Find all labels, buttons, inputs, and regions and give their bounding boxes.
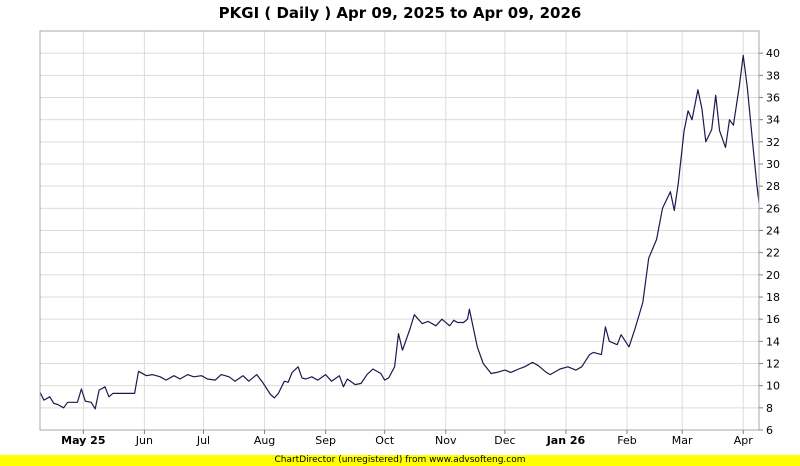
y-tick-label: 8 — [766, 402, 773, 415]
y-tick-label: 36 — [766, 92, 780, 105]
footer-bar — [0, 455, 800, 466]
x-tick-label: Apr — [734, 434, 754, 447]
y-tick-label: 26 — [766, 202, 780, 215]
x-tick-label: Feb — [617, 434, 636, 447]
y-tick-label: 24 — [766, 225, 780, 238]
y-tick-label: 16 — [766, 313, 780, 326]
grid-lines — [40, 31, 759, 431]
x-tick-label: Jun — [135, 434, 153, 447]
y-tick-label: 20 — [766, 269, 780, 282]
x-tick-label: Dec — [494, 434, 515, 447]
x-tick-label: Sep — [315, 434, 336, 447]
x-tick-label: Jan 26 — [546, 434, 586, 447]
y-tick-label: 30 — [766, 158, 780, 171]
y-tick-label: 32 — [766, 136, 780, 149]
x-tick-label: Mar — [672, 434, 693, 447]
y-tick-label: 18 — [766, 291, 780, 304]
x-tick-label: May 25 — [61, 434, 105, 447]
footer-text: ChartDirector (unregistered) from www.ad… — [274, 455, 526, 465]
y-tick-label: 14 — [766, 335, 780, 348]
y-tick-label: 22 — [766, 247, 780, 260]
y-tick-label: 40 — [766, 47, 780, 60]
y-tick-label: 38 — [766, 69, 780, 82]
y-tick-label: 10 — [766, 380, 780, 393]
y-tick-label: 34 — [766, 114, 780, 127]
y-tick-label: 6 — [766, 424, 773, 437]
x-tick-label: Nov — [435, 434, 457, 447]
series-layer — [39, 54, 760, 410]
y-tick-label: 12 — [766, 358, 780, 371]
y-axis: 6 8 10 12 14 16 18 20 22 24 26 28 30 32 34 36 38 40 — [759, 47, 780, 437]
x-axis: May 25 Jun Jul Aug Sep Oct Nov Dec Jan 26 Feb Mar A… — [61, 430, 753, 447]
price-line — [39, 54, 760, 410]
x-tick-label: Jul — [196, 434, 210, 447]
y-tick-label: 28 — [766, 180, 780, 193]
chart-title: PKGI ( Daily ) Apr 09, 2025 to Apr 09, 2… — [219, 4, 582, 22]
price-chart: PKGI ( Daily ) Apr 09, 2025 to Apr 09, 2… — [39, 4, 780, 447]
x-tick-label: Aug — [254, 434, 275, 447]
x-tick-label: Oct — [375, 434, 395, 447]
